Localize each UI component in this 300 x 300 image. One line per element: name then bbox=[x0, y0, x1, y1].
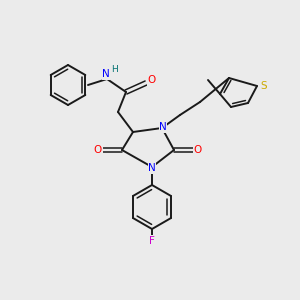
Text: N: N bbox=[148, 163, 156, 173]
Text: O: O bbox=[94, 145, 102, 155]
Text: O: O bbox=[194, 145, 202, 155]
Text: F: F bbox=[149, 236, 155, 246]
Text: N: N bbox=[159, 122, 167, 132]
Text: H: H bbox=[111, 65, 117, 74]
Text: S: S bbox=[261, 81, 267, 91]
Text: O: O bbox=[148, 75, 156, 85]
Text: N: N bbox=[102, 69, 110, 79]
